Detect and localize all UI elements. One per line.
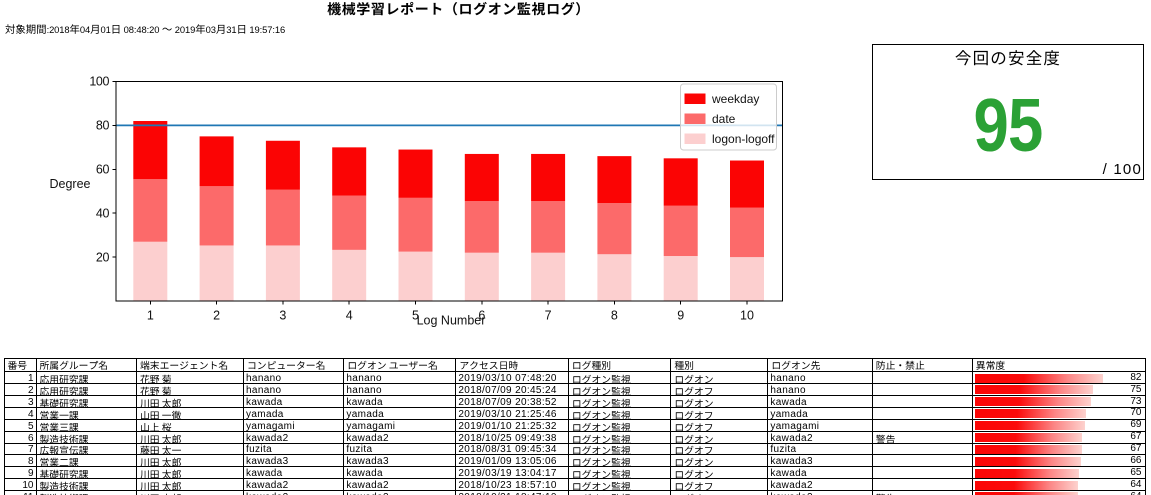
svg-text:80: 80 — [96, 119, 110, 133]
svg-text:5: 5 — [412, 309, 419, 323]
svg-text:3: 3 — [279, 309, 286, 323]
svg-text:4: 4 — [346, 309, 353, 323]
svg-text:Log Number: Log Number — [417, 314, 486, 328]
svg-text:2: 2 — [213, 309, 220, 323]
svg-text:60: 60 — [96, 163, 110, 177]
svg-text:1: 1 — [147, 309, 154, 323]
svg-text:20: 20 — [96, 250, 110, 264]
svg-text:40: 40 — [96, 206, 110, 220]
svg-text:100: 100 — [89, 75, 109, 89]
svg-text:Degree: Degree — [50, 177, 91, 191]
svg-text:logon-logoff: logon-logoff — [712, 132, 775, 146]
svg-text:6: 6 — [478, 309, 485, 323]
svg-text:9: 9 — [677, 309, 684, 323]
svg-text:weekday: weekday — [711, 92, 759, 106]
svg-text:10: 10 — [740, 309, 754, 323]
svg-text:7: 7 — [545, 309, 552, 323]
svg-text:date: date — [712, 112, 736, 126]
svg-text:8: 8 — [611, 309, 618, 323]
